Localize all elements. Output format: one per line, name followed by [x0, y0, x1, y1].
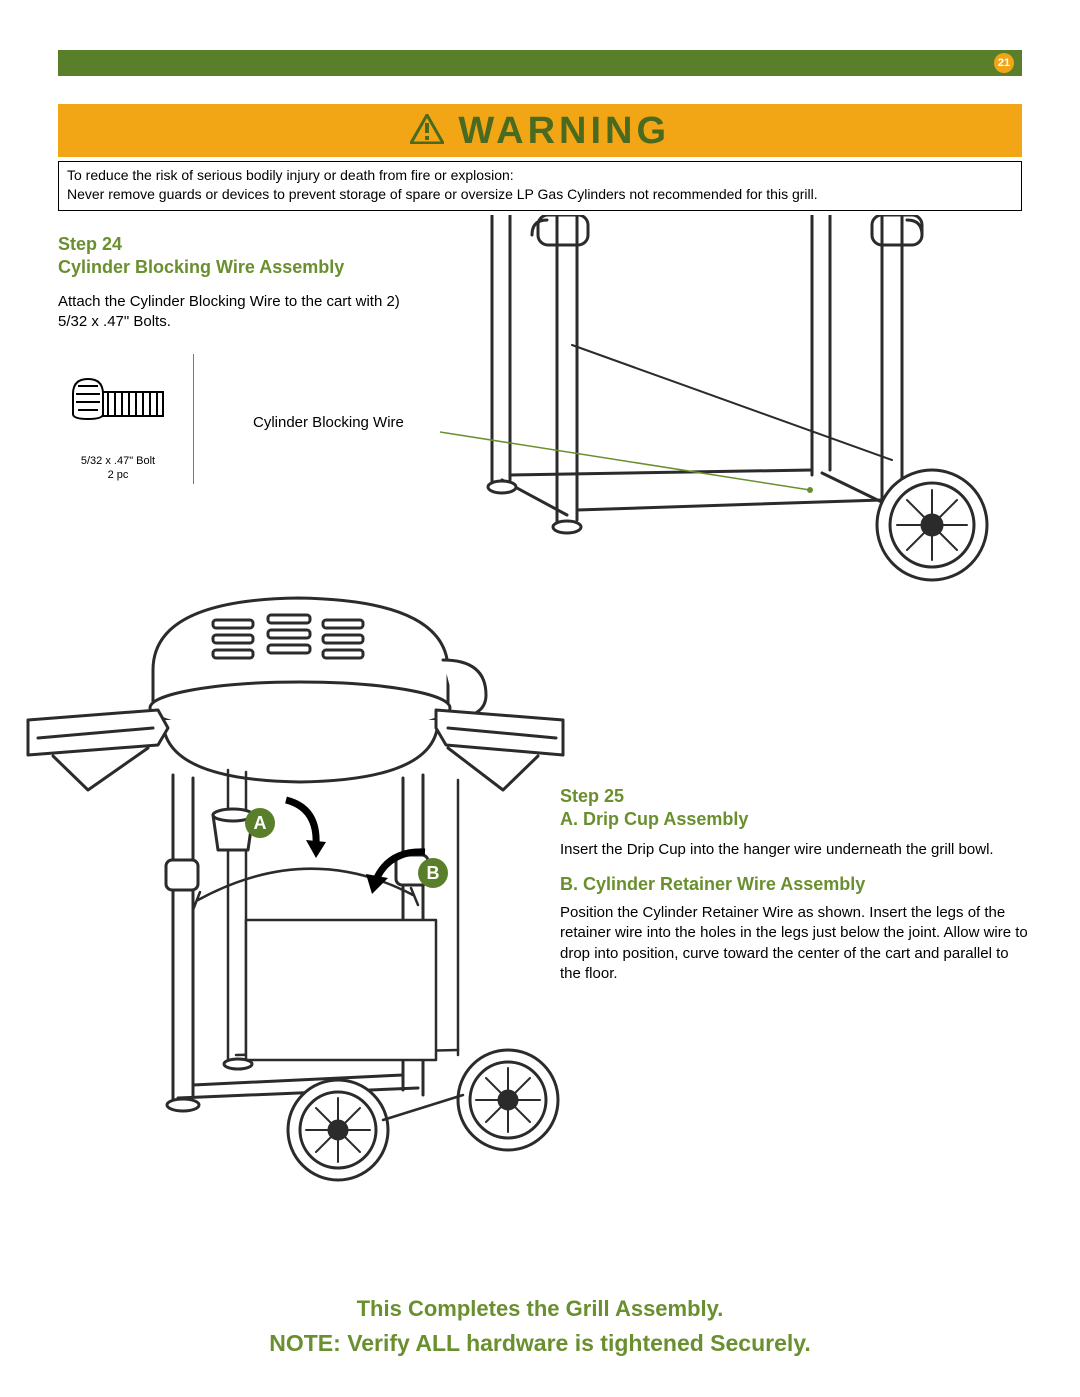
step-25-title-b: B. Cylinder Retainer Wire Assembly [560, 874, 1030, 895]
step-24-label: Step 24 [58, 233, 418, 256]
page-number-badge: 21 [994, 53, 1014, 73]
manual-page: 21 WARNING To reduce the risk of serious… [0, 0, 1080, 1397]
bolt-icon [58, 364, 178, 444]
step-25-section: Step 25 A. Drip Cup Assembly Insert the … [560, 785, 1030, 998]
bolt-divider [193, 354, 194, 484]
grill-illustration [18, 560, 578, 1200]
warning-triangle-icon [410, 114, 444, 149]
warning-line-1: To reduce the risk of serious bodily inj… [67, 166, 1013, 185]
footer-line-2: NOTE: Verify ALL hardware is tightened S… [0, 1330, 1080, 1357]
step-25-title-a: A. Drip Cup Assembly [560, 808, 1030, 831]
bolt-caption-line1: 5/32 x .47" Bolt [68, 454, 168, 468]
cart-frame-illustration [462, 215, 1022, 595]
leader-line [440, 420, 820, 500]
warning-text-box: To reduce the risk of serious bodily inj… [58, 161, 1022, 211]
bolt-caption: 5/32 x .47" Bolt 2 pc [68, 454, 168, 483]
step-24-title: Cylinder Blocking Wire Assembly [58, 256, 418, 279]
step-25-instruction-a: Insert the Drip Cup into the hanger wire… [560, 840, 1030, 860]
badge-b: B [418, 858, 448, 888]
warning-line-2: Never remove guards or devices to preven… [67, 185, 1013, 204]
footer-block: This Completes the Grill Assembly. NOTE:… [0, 1296, 1080, 1357]
badge-a: A [245, 808, 275, 838]
bolt-caption-line2: 2 pc [68, 468, 168, 482]
top-bar: 21 [58, 50, 1022, 76]
step-25-label: Step 25 [560, 785, 1030, 808]
arrow-a-icon [268, 790, 328, 860]
step-25-instruction-b: Position the Cylinder Retainer Wire as s… [560, 903, 1030, 984]
warning-title: WARNING [458, 110, 670, 153]
cylinder-blocking-wire-label: Cylinder Blocking Wire [253, 414, 404, 431]
step-24-instruction: Attach the Cylinder Blocking Wire to the… [58, 292, 418, 333]
footer-line-1: This Completes the Grill Assembly. [0, 1296, 1080, 1322]
warning-banner: WARNING [58, 104, 1022, 157]
